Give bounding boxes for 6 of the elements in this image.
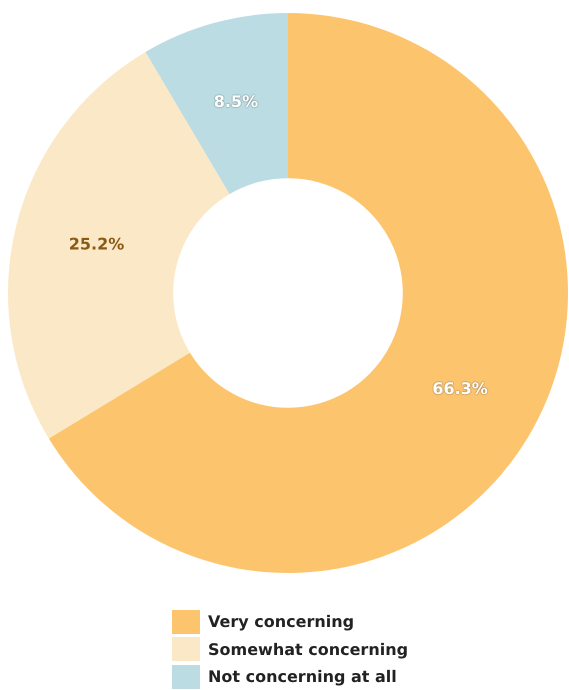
data-label: 25.2% xyxy=(68,234,124,254)
legend-label: Not concerning at all xyxy=(208,667,397,686)
data-label: 8.5% xyxy=(214,92,258,111)
legend-label: Somewhat concerning xyxy=(208,640,408,659)
legend-label: Very concerning xyxy=(208,612,354,632)
data-label: 66.3% xyxy=(432,378,488,398)
